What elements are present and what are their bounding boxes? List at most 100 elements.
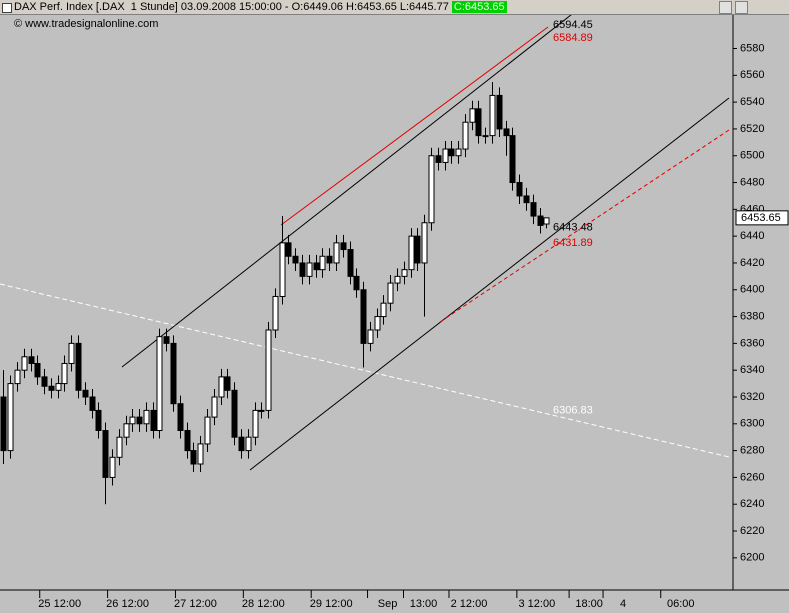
- y-tick-label: 6220: [740, 525, 764, 537]
- candle-body: [123, 423, 130, 438]
- y-tick-label: 6240: [740, 498, 764, 510]
- y-tick-label: 6320: [740, 391, 764, 403]
- candle-body: [163, 336, 170, 344]
- candle-body: [299, 262, 306, 277]
- candle-body: [75, 342, 82, 391]
- x-tick-label: 18:00: [575, 598, 603, 610]
- candle-body: [218, 376, 225, 398]
- candle-body: [326, 255, 333, 264]
- candle-body: [136, 416, 143, 425]
- candle-body: [313, 262, 320, 271]
- minimize-button[interactable]: [719, 1, 732, 14]
- candle-body: [367, 329, 374, 344]
- candle-body: [347, 249, 354, 277]
- candle-body: [224, 376, 231, 391]
- candle-body: [211, 396, 218, 418]
- candle-body: [190, 450, 197, 465]
- trend-line: [280, 26, 549, 226]
- candle-body: [360, 289, 367, 344]
- x-tick-label: 27 12:00: [174, 598, 217, 610]
- candle-body: [489, 94, 496, 137]
- close-info: C:6453.65: [451, 1, 507, 13]
- candle-body: [292, 255, 299, 264]
- line-value-label: 6306.83: [553, 405, 593, 417]
- instrument-info: DAX Perf. Index [.DAX 1 Stunde] 03.09.20…: [14, 1, 449, 13]
- candle-body: [475, 108, 482, 137]
- candle-body: [353, 275, 360, 291]
- candle-body: [442, 148, 449, 163]
- candle-body: [21, 356, 28, 371]
- x-tick-label: Sep: [378, 598, 398, 610]
- y-tick-label: 6260: [740, 471, 764, 483]
- candle-body: [258, 409, 265, 412]
- header-text: DAX Perf. Index [.DAX 1 Stunde] 03.09.20…: [14, 0, 507, 15]
- y-tick-label: 6360: [740, 337, 764, 349]
- candle-body: [380, 302, 387, 318]
- candle-body: [28, 356, 35, 364]
- line-value-label: 6431.89: [553, 237, 593, 249]
- candle-body: [401, 269, 408, 277]
- candle-body: [333, 242, 340, 264]
- candle-body: [387, 282, 394, 304]
- candle-body: [279, 242, 286, 297]
- trend-line: [249, 97, 730, 471]
- candle-body: [252, 409, 259, 438]
- candle-body: [537, 215, 544, 226]
- x-tick-label: 29 12:00: [310, 598, 353, 610]
- candle-body: [496, 94, 503, 130]
- candle-body: [272, 295, 279, 331]
- candle-body: [0, 396, 7, 452]
- candle-body: [448, 148, 455, 157]
- header-bar: DAX Perf. Index [.DAX 1 Stunde] 03.09.20…: [0, 0, 789, 15]
- candle-body: [319, 255, 326, 271]
- candle-body: [150, 409, 157, 432]
- x-tick-label: 2 12:00: [451, 598, 488, 610]
- y-tick-label: 6340: [740, 364, 764, 376]
- candle-body: [177, 403, 184, 432]
- x-tick-label: 4: [620, 598, 626, 610]
- candle-body: [394, 275, 401, 284]
- y-tick-label: 6300: [740, 418, 764, 430]
- y-tick-label: 6480: [740, 176, 764, 188]
- candle-body: [285, 242, 292, 257]
- chart: © www.tradesignalonline.com € 6200 6220 62…: [0, 15, 789, 610]
- y-tick-label: 6560: [740, 69, 764, 81]
- candle-body: [530, 202, 537, 217]
- close-button[interactable]: [735, 1, 748, 14]
- line-value-label: 6443.48: [553, 221, 593, 233]
- last-price-label: 6453.65: [741, 212, 781, 224]
- candle-body: [516, 182, 523, 197]
- candle-body: [340, 242, 347, 251]
- candle-body: [306, 262, 313, 277]
- currency-label: €: [739, 15, 745, 16]
- trend-line: [121, 15, 572, 368]
- candle-body: [428, 155, 435, 224]
- y-tick-label: 6540: [740, 96, 764, 108]
- candle-body: [61, 362, 68, 385]
- icon: [2, 3, 12, 13]
- candle-body: [41, 376, 48, 387]
- candle-body: [102, 430, 109, 478]
- y-tick-label: 6520: [740, 123, 764, 135]
- candle-body: [503, 128, 510, 137]
- x-tick-label: 25 12:00: [38, 598, 81, 610]
- candle-body: [414, 235, 421, 264]
- trend-line: [0, 283, 730, 458]
- y-tick-label: 6380: [740, 310, 764, 322]
- line-value-label: 6584.89: [553, 32, 593, 44]
- candle-body: [197, 443, 204, 465]
- last-price-box: [735, 210, 789, 226]
- candle-body: [374, 316, 381, 331]
- x-tick-label: 3 12:00: [519, 598, 556, 610]
- candle-body: [14, 369, 21, 385]
- candle-body: [82, 389, 89, 398]
- candle-body: [543, 217, 550, 225]
- candle-body: [68, 342, 75, 364]
- candle-body: [231, 389, 238, 438]
- y-tick-label: 6440: [740, 230, 764, 242]
- y-tick-label: 6200: [740, 552, 764, 564]
- candle-body: [156, 336, 163, 432]
- candle-body: [482, 135, 489, 138]
- candle-body: [435, 155, 442, 163]
- candle-body: [509, 135, 516, 184]
